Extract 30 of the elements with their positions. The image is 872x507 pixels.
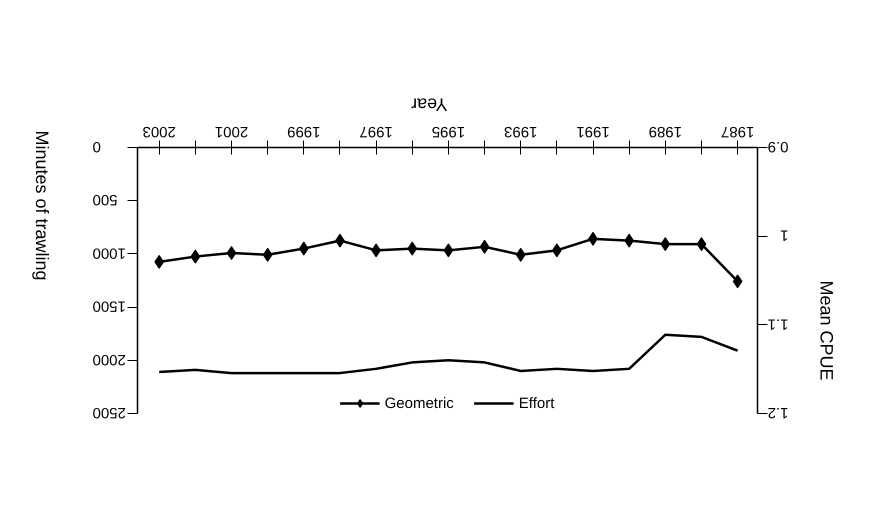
x-tick-label: 1999: [287, 123, 320, 140]
x-tick-label: 1993: [504, 123, 538, 140]
y2-tick-label: 0.9: [768, 138, 788, 155]
line-series: [158, 334, 739, 374]
x-tick-label: 1997: [359, 123, 393, 140]
point: [516, 248, 526, 262]
y-tick-label: 500: [92, 191, 118, 208]
point: [660, 237, 670, 252]
legend-label: Effort: [518, 394, 554, 412]
x-tick-label: 1989: [648, 123, 682, 140]
point: [298, 242, 309, 256]
y-axis-title: Minutes of trawling: [32, 130, 52, 281]
y-tick-label: 2000: [92, 350, 126, 368]
x-tick-label: 2003: [142, 123, 176, 140]
legend-label: Geometric: [384, 394, 454, 412]
x-tick-label: 1991: [576, 123, 610, 140]
x-tick-label: 1987: [720, 123, 754, 140]
y-tick-label: 2500: [92, 404, 126, 421]
y-tick-label: 1500: [92, 298, 126, 315]
y2-tick-label: 1.1: [768, 315, 788, 332]
point: [154, 254, 164, 269]
y2-tick-label: 1.2: [768, 404, 788, 421]
point: [407, 242, 418, 256]
y-tick-label: 1000: [92, 244, 126, 262]
x-tick-label: 1995: [432, 123, 466, 140]
x-axis-title: Year: [411, 94, 448, 114]
y2-tick-label: 1: [780, 226, 788, 244]
y-tick-label: 0: [92, 138, 101, 155]
x-tick-label: 2001: [214, 123, 248, 140]
y2-axis-title: Mean CPUE: [816, 280, 836, 381]
